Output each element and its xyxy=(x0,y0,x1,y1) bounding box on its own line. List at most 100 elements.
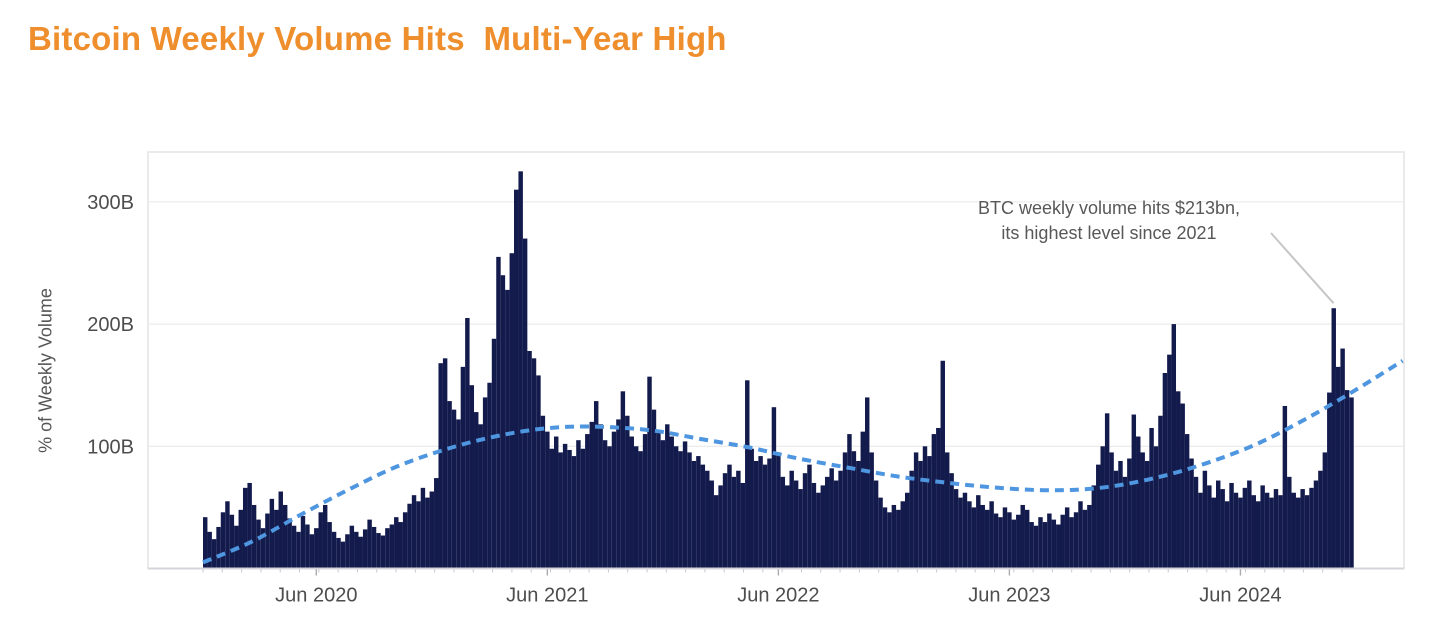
weekly-volume-bar xyxy=(1131,414,1137,569)
weekly-volume-bar xyxy=(851,451,857,569)
weekly-volume-bar xyxy=(491,338,497,569)
weekly-volume-bar xyxy=(616,419,621,569)
weekly-volume-bar xyxy=(385,528,390,569)
weekly-volume-bar xyxy=(1247,480,1252,569)
weekly-volume-bar xyxy=(1038,517,1043,569)
weekly-volume-bar xyxy=(1144,460,1150,569)
weekly-volume-bar xyxy=(1122,476,1128,569)
weekly-volume-bar xyxy=(1087,504,1092,569)
weekly-volume-bar xyxy=(358,536,363,569)
weekly-volume-bar xyxy=(727,464,732,569)
trend-dashed-line xyxy=(202,359,1404,565)
weekly-volume-bar xyxy=(838,470,843,569)
weekly-volume-bar xyxy=(776,452,781,569)
weekly-volume-bar xyxy=(833,480,839,569)
weekly-volume-bar xyxy=(216,526,221,569)
weekly-volume-bar xyxy=(1104,413,1110,569)
weekly-volume-bar xyxy=(1273,489,1279,569)
weekly-volume-bar xyxy=(687,452,692,569)
weekly-volume-bar xyxy=(825,476,830,569)
weekly-volume-bar xyxy=(514,189,519,569)
weekly-volume-bar xyxy=(1127,458,1132,569)
weekly-volume-bar xyxy=(1153,446,1159,569)
weekly-volume-bar xyxy=(314,528,319,569)
weekly-volume-bar xyxy=(620,391,626,569)
weekly-volume-bar xyxy=(1309,487,1314,569)
weekly-volume-bar xyxy=(602,440,608,569)
weekly-volume-bar xyxy=(660,440,666,569)
y-tick-100B: 100B xyxy=(87,436,134,458)
weekly-volume-bar xyxy=(1024,509,1030,569)
weekly-volume-bar xyxy=(740,482,746,569)
weekly-volume-bar xyxy=(1233,492,1239,569)
weekly-volume-bar xyxy=(420,487,426,569)
weekly-volume-bar xyxy=(909,470,914,569)
weekly-volume-bar xyxy=(203,517,208,569)
weekly-volume-bar xyxy=(442,358,448,569)
weekly-volume-bar xyxy=(260,528,266,569)
weekly-volume-bar xyxy=(718,485,723,569)
weekly-volume-bar xyxy=(522,238,528,569)
weekly-volume-bar xyxy=(869,452,874,569)
weekly-volume-bar xyxy=(447,401,452,569)
weekly-volume-bar xyxy=(1051,519,1057,569)
weekly-volume-bar xyxy=(229,514,235,569)
weekly-volume-bar xyxy=(900,501,905,569)
weekly-volume-bar xyxy=(469,385,475,569)
weekly-volume-bar xyxy=(962,492,968,569)
weekly-volume-bar xyxy=(1096,464,1101,569)
x-tick-label-Jun-2020: Jun 2020 xyxy=(275,585,357,607)
weekly-volume-bar xyxy=(282,504,288,569)
weekly-volume-bar xyxy=(354,531,359,569)
weekly-volume-bar xyxy=(625,415,630,569)
weekly-volume-bar xyxy=(1011,519,1017,569)
weekly-volume-bar xyxy=(949,473,954,569)
weekly-volume-bar xyxy=(1042,522,1048,569)
weekly-volume-bar xyxy=(785,485,790,569)
weekly-volume-bar xyxy=(1229,482,1234,569)
weekly-volume-bar xyxy=(580,448,586,569)
weekly-volume-bar xyxy=(647,376,652,569)
weekly-volume-bar xyxy=(1002,507,1008,569)
weekly-volume-bar xyxy=(936,427,941,569)
weekly-volume-bar xyxy=(682,441,688,569)
weekly-volume-bar xyxy=(1295,497,1301,569)
weekly-volume-bar xyxy=(873,480,879,569)
weekly-volume-bar xyxy=(1158,415,1163,569)
weekly-volume-bar xyxy=(753,460,759,569)
weekly-volume-bar xyxy=(1016,514,1021,569)
weekly-volume-bar xyxy=(1193,476,1199,569)
weekly-volume-bar xyxy=(309,534,315,569)
weekly-volume-bar xyxy=(918,460,923,569)
weekly-volume-bar xyxy=(642,434,648,569)
weekly-volume-bar xyxy=(798,489,803,569)
weekly-volume-bar xyxy=(1264,492,1270,569)
weekly-volume-bar xyxy=(1198,492,1203,569)
weekly-volume-bar xyxy=(1220,489,1225,569)
weekly-volume-bar xyxy=(487,382,492,569)
weekly-volume-bar xyxy=(1020,504,1025,569)
weekly-volume-bar xyxy=(269,498,275,569)
weekly-volume-bar xyxy=(1167,354,1172,569)
weekly-volume-bar xyxy=(638,451,643,569)
weekly-volume-bar xyxy=(1291,492,1296,569)
weekly-volume-bar xyxy=(736,470,741,569)
weekly-volume-bar xyxy=(1331,308,1336,569)
weekly-volume-bar xyxy=(585,434,590,569)
weekly-volume-bar xyxy=(607,446,612,569)
weekly-volume-bar xyxy=(238,509,243,569)
weekly-volume-bar xyxy=(1327,392,1332,569)
weekly-volume-bar xyxy=(678,451,683,569)
weekly-volume-bar xyxy=(1211,497,1216,569)
weekly-volume-bar xyxy=(1033,525,1039,569)
weekly-volume-bar xyxy=(478,424,483,569)
weekly-volume-bar xyxy=(1047,513,1052,569)
weekly-volume-bar xyxy=(536,375,541,569)
weekly-volume-bar xyxy=(416,501,421,569)
weekly-volume-bar xyxy=(398,522,403,569)
weekly-volume-bar xyxy=(807,464,812,569)
weekly-volume-bar xyxy=(856,460,861,569)
weekly-volume-bar xyxy=(984,509,990,569)
annotation-line-1: BTC weekly volume hits $213bn, xyxy=(977,198,1241,218)
